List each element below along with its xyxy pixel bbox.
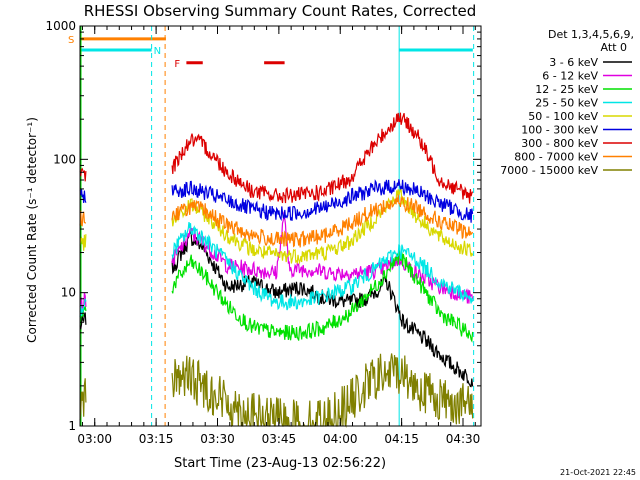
series-lines: [79, 112, 474, 428]
legend-label: 300 - 800 keV: [521, 137, 598, 150]
flag-label-S: S: [68, 35, 74, 46]
series-line: [171, 222, 474, 311]
attenuator-lines: [80, 26, 475, 426]
legend-header-line2: Att 0: [601, 41, 627, 54]
series-line: [171, 194, 474, 248]
x-axis-label: Start Time (23-Aug-13 02:56:22): [174, 456, 386, 471]
chart-title: RHESSI Observing Summary Count Rates, Co…: [84, 2, 477, 20]
status-flag-bars: S N F: [68, 35, 473, 70]
x-tick-label: 04:30: [446, 432, 481, 446]
y-tick-label: 1: [68, 419, 76, 433]
footer-date: 21-Oct-2021 22:45: [560, 468, 636, 477]
series-line: [171, 187, 474, 265]
series-line: [79, 210, 86, 227]
legend-label: 100 - 300 keV: [521, 124, 598, 137]
y-tick-label: 100: [53, 152, 76, 166]
plot-frame: [79, 25, 482, 427]
y-tick-label: 10: [61, 286, 76, 300]
flag-label-N: N: [154, 46, 161, 57]
series-line: [171, 248, 474, 343]
series-line: [79, 234, 87, 251]
series-line: [171, 112, 474, 204]
legend-label: 25 - 50 keV: [535, 97, 598, 110]
series-line: [79, 188, 87, 204]
x-tick-label: 03:00: [77, 432, 112, 446]
x-tick-label: 03:15: [139, 432, 174, 446]
y-axis-ticks: 1 10 100 1000: [45, 19, 481, 433]
x-tick-label: 04:15: [384, 432, 419, 446]
legend-label: 12 - 25 keV: [535, 83, 598, 96]
y-tick-label: 1000: [45, 19, 76, 33]
series-line: [171, 230, 474, 388]
legend-label: 3 - 6 keV: [549, 56, 598, 69]
series-line: [171, 353, 474, 428]
legend-label: 800 - 7000 keV: [514, 151, 598, 164]
series-line: [79, 378, 87, 420]
legend-label: 6 - 12 keV: [542, 70, 598, 83]
x-tick-label: 04:00: [323, 432, 358, 446]
y-axis-label: Corrected Count Rate (s⁻¹ detector⁻¹): [25, 117, 39, 343]
series-line: [171, 211, 474, 304]
legend-label: 50 - 100 keV: [528, 110, 598, 123]
series-line: [79, 298, 87, 317]
legend-header-line1: Det 1,3,4,5,6,9,: [548, 28, 634, 41]
flag-label-F: F: [174, 59, 180, 70]
series-line: [79, 312, 87, 330]
x-tick-label: 03:30: [200, 432, 235, 446]
legend-label: 7000 - 15000 keV: [500, 164, 598, 177]
series-line: [79, 167, 87, 182]
x-tick-label: 03:45: [262, 432, 297, 446]
series-line: [171, 179, 474, 223]
x-axis-ticks: 03:00 03:15 03:30 03:45 04:00 04:15 04:30: [77, 26, 480, 446]
